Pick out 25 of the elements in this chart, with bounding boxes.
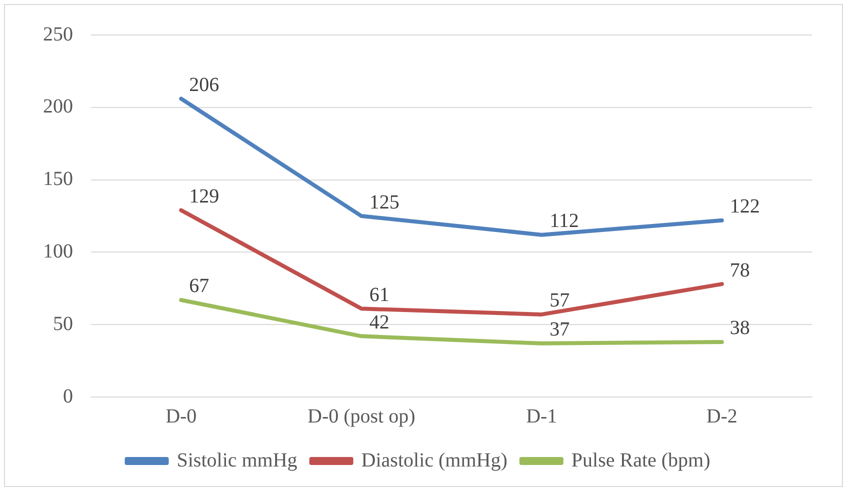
data-label: 37 [550, 318, 570, 341]
legend-label: Diastolic (mmHg) [361, 449, 508, 472]
data-label: 61 [369, 284, 390, 306]
y-tick-label: 150 [43, 168, 73, 190]
data-label: 57 [550, 290, 570, 312]
data-label: 112 [550, 210, 579, 232]
x-tick-label: D-0 [166, 405, 197, 428]
y-tick-label: 0 [63, 385, 73, 408]
data-label: 125 [369, 191, 400, 214]
data-label: 206 [189, 74, 220, 96]
y-tick-label: 50 [53, 312, 73, 335]
x-tick-label: D-1 [526, 405, 558, 428]
data-label: 78 [730, 259, 750, 282]
y-tick-label: 250 [43, 23, 73, 46]
x-tick-label: D-0 (post op) [307, 405, 416, 428]
legend-label: Sistolic mmHg [176, 449, 298, 472]
x-tick-label: D-2 [706, 405, 738, 428]
legend-label: Pulse Rate (bpm) [571, 449, 710, 472]
y-tick-label: 100 [43, 240, 73, 262]
y-tick-label: 200 [43, 96, 73, 118]
data-label: 129 [189, 185, 220, 208]
data-label: 67 [189, 275, 210, 298]
data-label: 38 [730, 317, 750, 340]
data-label: 122 [730, 196, 760, 218]
data-label: 42 [369, 311, 390, 334]
